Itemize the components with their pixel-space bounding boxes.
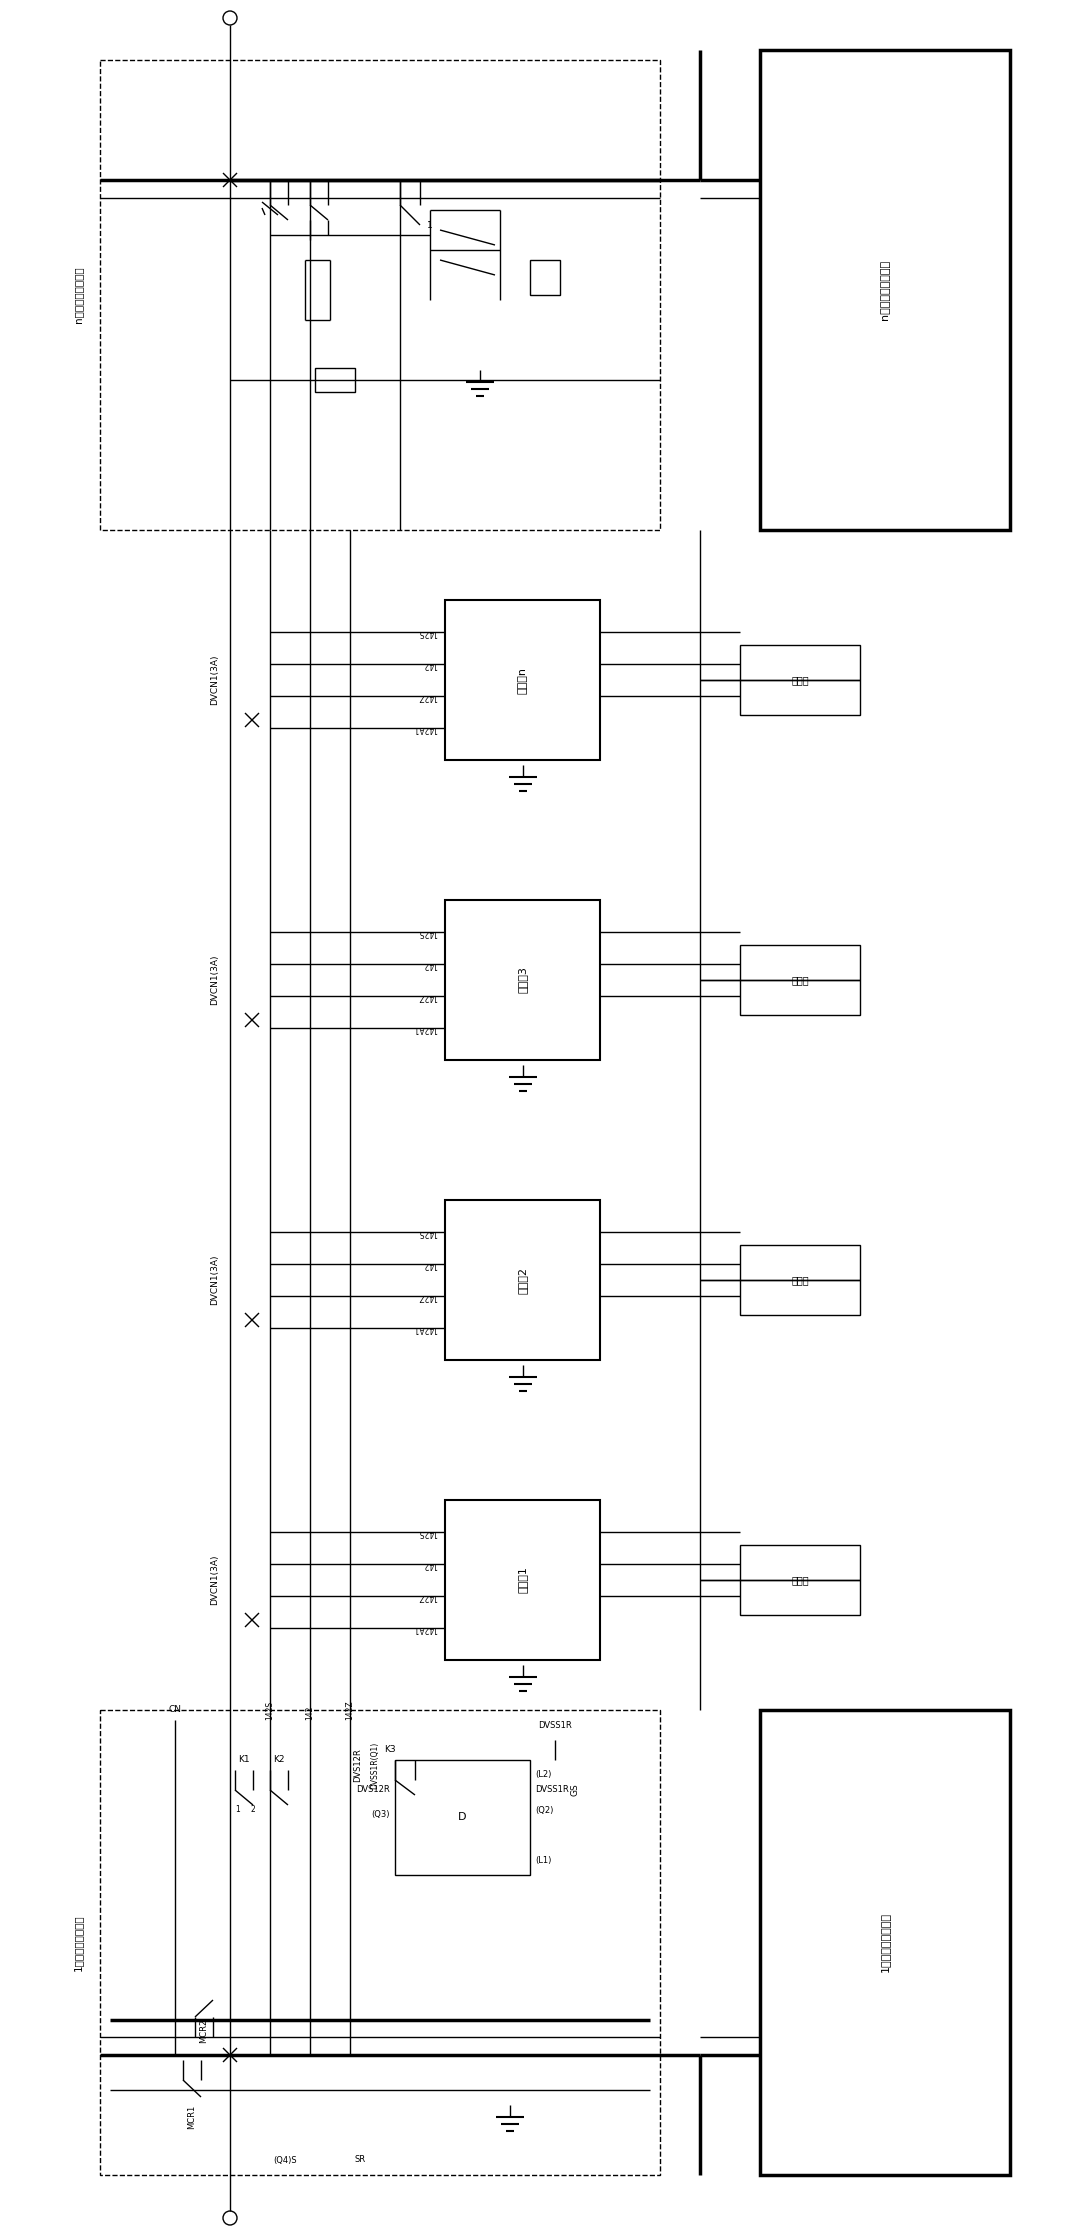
Text: DVSS1R: DVSS1R	[538, 1722, 571, 1731]
Text: 142S: 142S	[418, 627, 437, 636]
Bar	[100, 1711, 660, 2174]
Text: 142A1: 142A1	[413, 1323, 437, 1332]
Bar	[740, 645, 860, 714]
Bar	[445, 600, 600, 759]
Text: K3: K3	[384, 1746, 396, 1755]
Text: 门控器2: 门控器2	[518, 1267, 528, 1294]
Text: n车左侧开关门逻辑: n车左侧开关门逻辑	[73, 266, 83, 322]
Bar	[395, 1760, 530, 1874]
Bar	[740, 945, 860, 1014]
Text: DVCN1(3A): DVCN1(3A)	[211, 1554, 219, 1605]
Text: SR: SR	[354, 2156, 366, 2165]
Text: DVS12R: DVS12R	[356, 1784, 389, 1793]
Text: 门控器3: 门控器3	[518, 967, 528, 994]
Bar	[530, 260, 560, 296]
Text: 142: 142	[306, 1706, 315, 1720]
Bar	[760, 49, 1010, 531]
Text: MCR2: MCR2	[199, 2020, 209, 2042]
Text: 1: 1	[427, 219, 433, 231]
Text: 1车右侧开关门逻辑: 1车右侧开关门逻辑	[880, 1912, 890, 1973]
Text: K2: K2	[273, 1755, 285, 1764]
Text: DVSS1R: DVSS1R	[535, 1784, 569, 1793]
Text: 142Z: 142Z	[417, 992, 437, 1001]
Text: 1车左侧开关门逻辑: 1车左侧开关门逻辑	[73, 1914, 83, 1970]
Bar	[100, 60, 660, 531]
Text: 门控器1: 门控器1	[518, 1567, 528, 1594]
Text: 142Z: 142Z	[417, 692, 437, 701]
Text: DVCN1(3A): DVCN1(3A)	[211, 654, 219, 705]
Text: DVCN1(3A): DVCN1(3A)	[211, 954, 219, 1005]
Text: 142S: 142S	[418, 927, 437, 936]
Text: 门控器: 门控器	[791, 974, 809, 985]
Bar	[445, 1200, 600, 1359]
Text: (L2): (L2)	[535, 1771, 551, 1780]
Text: 142Z: 142Z	[417, 1592, 437, 1601]
Text: 142A1: 142A1	[413, 1623, 437, 1632]
Text: n车右侧开关门逻辑: n车右侧开关门逻辑	[880, 260, 890, 320]
Text: CN: CN	[168, 1706, 182, 1715]
Text: 142S: 142S	[265, 1702, 275, 1720]
Text: 门控器: 门控器	[791, 674, 809, 685]
Text: 142A1: 142A1	[413, 1023, 437, 1032]
Text: D: D	[458, 1814, 467, 1823]
Text: 142: 142	[423, 961, 437, 969]
Text: 142Z: 142Z	[346, 1699, 354, 1720]
Text: GS: GS	[570, 1784, 580, 1796]
Bar	[315, 367, 355, 392]
Text: 2: 2	[250, 1805, 256, 1814]
Bar	[760, 1711, 1010, 2174]
Bar	[445, 1500, 600, 1659]
Text: DVCN1(3A): DVCN1(3A)	[211, 1254, 219, 1305]
Text: 142A1: 142A1	[413, 723, 437, 732]
Text: 142S: 142S	[418, 1527, 437, 1536]
Text: 142: 142	[423, 1561, 437, 1570]
Text: MCR1: MCR1	[187, 2105, 197, 2129]
Bar	[445, 900, 600, 1059]
Text: (L1): (L1)	[535, 1856, 551, 1865]
Text: (Q3): (Q3)	[371, 1811, 389, 1820]
Text: K1: K1	[239, 1755, 249, 1764]
Bar	[740, 1245, 860, 1314]
Text: 门控器: 门控器	[791, 1574, 809, 1585]
Bar	[740, 1545, 860, 1614]
Text: 142Z: 142Z	[417, 1292, 437, 1301]
Text: 门控器n: 门控器n	[518, 667, 528, 694]
Text: 142: 142	[423, 1261, 437, 1270]
Text: DVSS1R(Q1): DVSS1R(Q1)	[370, 1742, 380, 1789]
Text: 1: 1	[235, 1805, 241, 1814]
Text: (Q4)S: (Q4)S	[273, 2156, 296, 2165]
Text: (Q2): (Q2)	[535, 1805, 553, 1814]
Text: DVS12R: DVS12R	[353, 1749, 363, 1782]
Text: 门控器: 门控器	[791, 1274, 809, 1285]
Text: 142S: 142S	[418, 1227, 437, 1236]
Text: 142: 142	[423, 661, 437, 669]
